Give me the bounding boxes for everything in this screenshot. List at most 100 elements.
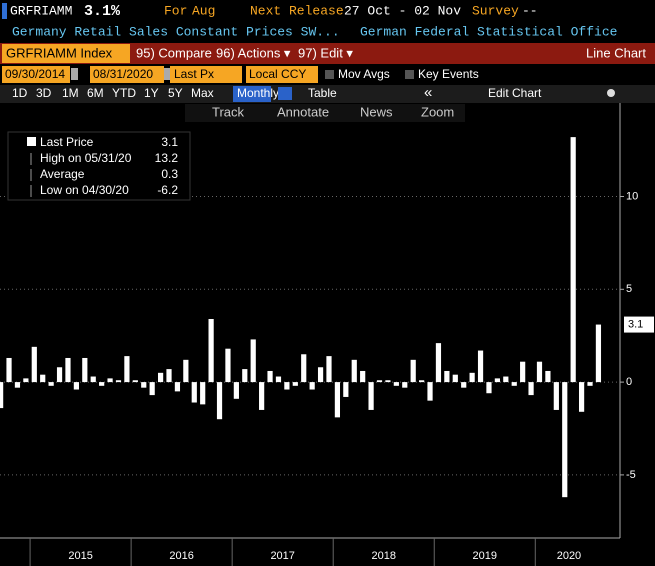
edit-button[interactable]: 97) Edit ▾	[298, 45, 353, 60]
last-value-tag	[624, 316, 654, 333]
bar	[166, 369, 172, 383]
y-tick-label: 5	[626, 283, 632, 295]
bar	[14, 382, 21, 388]
tool-buttons: Track Annotate News Zoom	[212, 104, 454, 119]
checkbox[interactable]	[405, 70, 414, 79]
y-tick-label: 0	[626, 376, 632, 388]
last-value-label: 3.1	[628, 318, 643, 330]
start-field[interactable]	[2, 66, 70, 83]
bar	[40, 374, 46, 383]
period-button[interactable]: Max	[191, 86, 214, 100]
period-buttons: 1D 3D 1M 6M YTD 1Y 5Y Max	[12, 86, 214, 100]
chart-icon[interactable]	[278, 87, 292, 100]
collapse-button[interactable]: «	[424, 84, 432, 101]
bar	[570, 137, 576, 383]
bar	[174, 382, 181, 392]
field-select[interactable]	[170, 66, 242, 83]
bar	[553, 382, 559, 410]
header-bg	[0, 0, 655, 22]
period-button[interactable]: 1Y	[144, 86, 159, 100]
bar	[578, 382, 585, 412]
bar	[149, 382, 155, 396]
tool-button[interactable]: Annotate	[277, 104, 329, 119]
checkbox[interactable]	[325, 70, 334, 79]
bar	[595, 324, 602, 383]
tool-button[interactable]: Zoom	[421, 104, 454, 119]
legend-label: Average	[40, 167, 85, 181]
period-label: For	[164, 3, 187, 18]
period-button[interactable]: 1M	[62, 86, 79, 100]
bar	[486, 382, 492, 394]
bar	[435, 343, 442, 383]
bar	[520, 361, 526, 383]
bar	[385, 380, 391, 383]
bar	[275, 376, 282, 383]
security-field[interactable]	[2, 44, 130, 63]
edit-chart-button[interactable]: Edit Chart	[488, 86, 542, 100]
x-tick-label: 2016	[169, 550, 193, 562]
currency-select[interactable]	[246, 66, 318, 83]
mov-avgs[interactable]: Mov Avgs	[338, 67, 390, 81]
bar	[191, 382, 197, 403]
bar	[477, 350, 484, 383]
y-tick-label: 10	[626, 190, 638, 202]
currency[interactable]: Local CCY	[249, 67, 306, 81]
bar	[461, 382, 467, 388]
frequency-select[interactable]	[233, 86, 271, 102]
bar	[90, 376, 96, 383]
start-date[interactable]: 09/30/2014	[5, 67, 65, 81]
tool-button[interactable]: Track	[212, 104, 245, 119]
bar	[48, 382, 54, 386]
period: Aug	[192, 3, 215, 18]
bar	[511, 382, 517, 386]
key-events[interactable]: Key Events	[418, 67, 479, 81]
chart-type[interactable]: Line Chart	[586, 45, 646, 60]
bar	[528, 382, 534, 396]
bar	[393, 382, 399, 386]
bar	[301, 354, 307, 383]
bar	[132, 380, 138, 383]
period-button[interactable]: 6M	[87, 86, 104, 100]
period-bar	[0, 85, 655, 103]
actions-button[interactable]: 96) Actions ▾	[216, 45, 291, 60]
calendar-icon[interactable]	[71, 68, 78, 80]
release: 27 Oct - 02 Nov	[344, 3, 461, 18]
bar	[402, 382, 408, 388]
bar	[562, 382, 568, 498]
bar	[183, 359, 189, 383]
bar	[73, 382, 79, 390]
survey-label: Survey	[472, 3, 519, 18]
bar	[115, 380, 122, 383]
bar	[587, 382, 593, 386]
survey: --	[522, 3, 538, 18]
bar	[200, 382, 206, 405]
legend-value: 3.1	[161, 135, 178, 149]
tool-bar	[185, 104, 465, 122]
bar	[536, 361, 543, 383]
bar	[141, 382, 147, 388]
last-change: 3.1%	[84, 3, 121, 20]
field[interactable]: Last Px	[174, 67, 214, 81]
period-button[interactable]: YTD	[112, 86, 136, 100]
period-button[interactable]: 3D	[36, 86, 52, 100]
bar	[368, 382, 374, 410]
calendar-icon[interactable]	[164, 68, 171, 80]
bar	[545, 370, 551, 383]
bar	[427, 382, 433, 401]
bar	[216, 382, 223, 420]
bar	[267, 370, 273, 383]
compare-button[interactable]: 95) Compare	[136, 45, 212, 60]
end-date[interactable]: 08/31/2020	[93, 67, 153, 81]
period-button[interactable]: 5Y	[168, 86, 183, 100]
settings-icon[interactable]	[607, 89, 615, 97]
period-button[interactable]: 1D	[12, 86, 28, 100]
bar	[233, 382, 239, 399]
security[interactable]: GRFRIAMM Index	[6, 45, 113, 60]
bar	[31, 346, 37, 383]
tool-button[interactable]: News	[360, 104, 393, 119]
bar	[6, 357, 12, 383]
table-button[interactable]: Table	[308, 86, 337, 100]
legend-label: Low on 04/30/20	[40, 183, 129, 197]
end-field[interactable]	[90, 66, 164, 83]
